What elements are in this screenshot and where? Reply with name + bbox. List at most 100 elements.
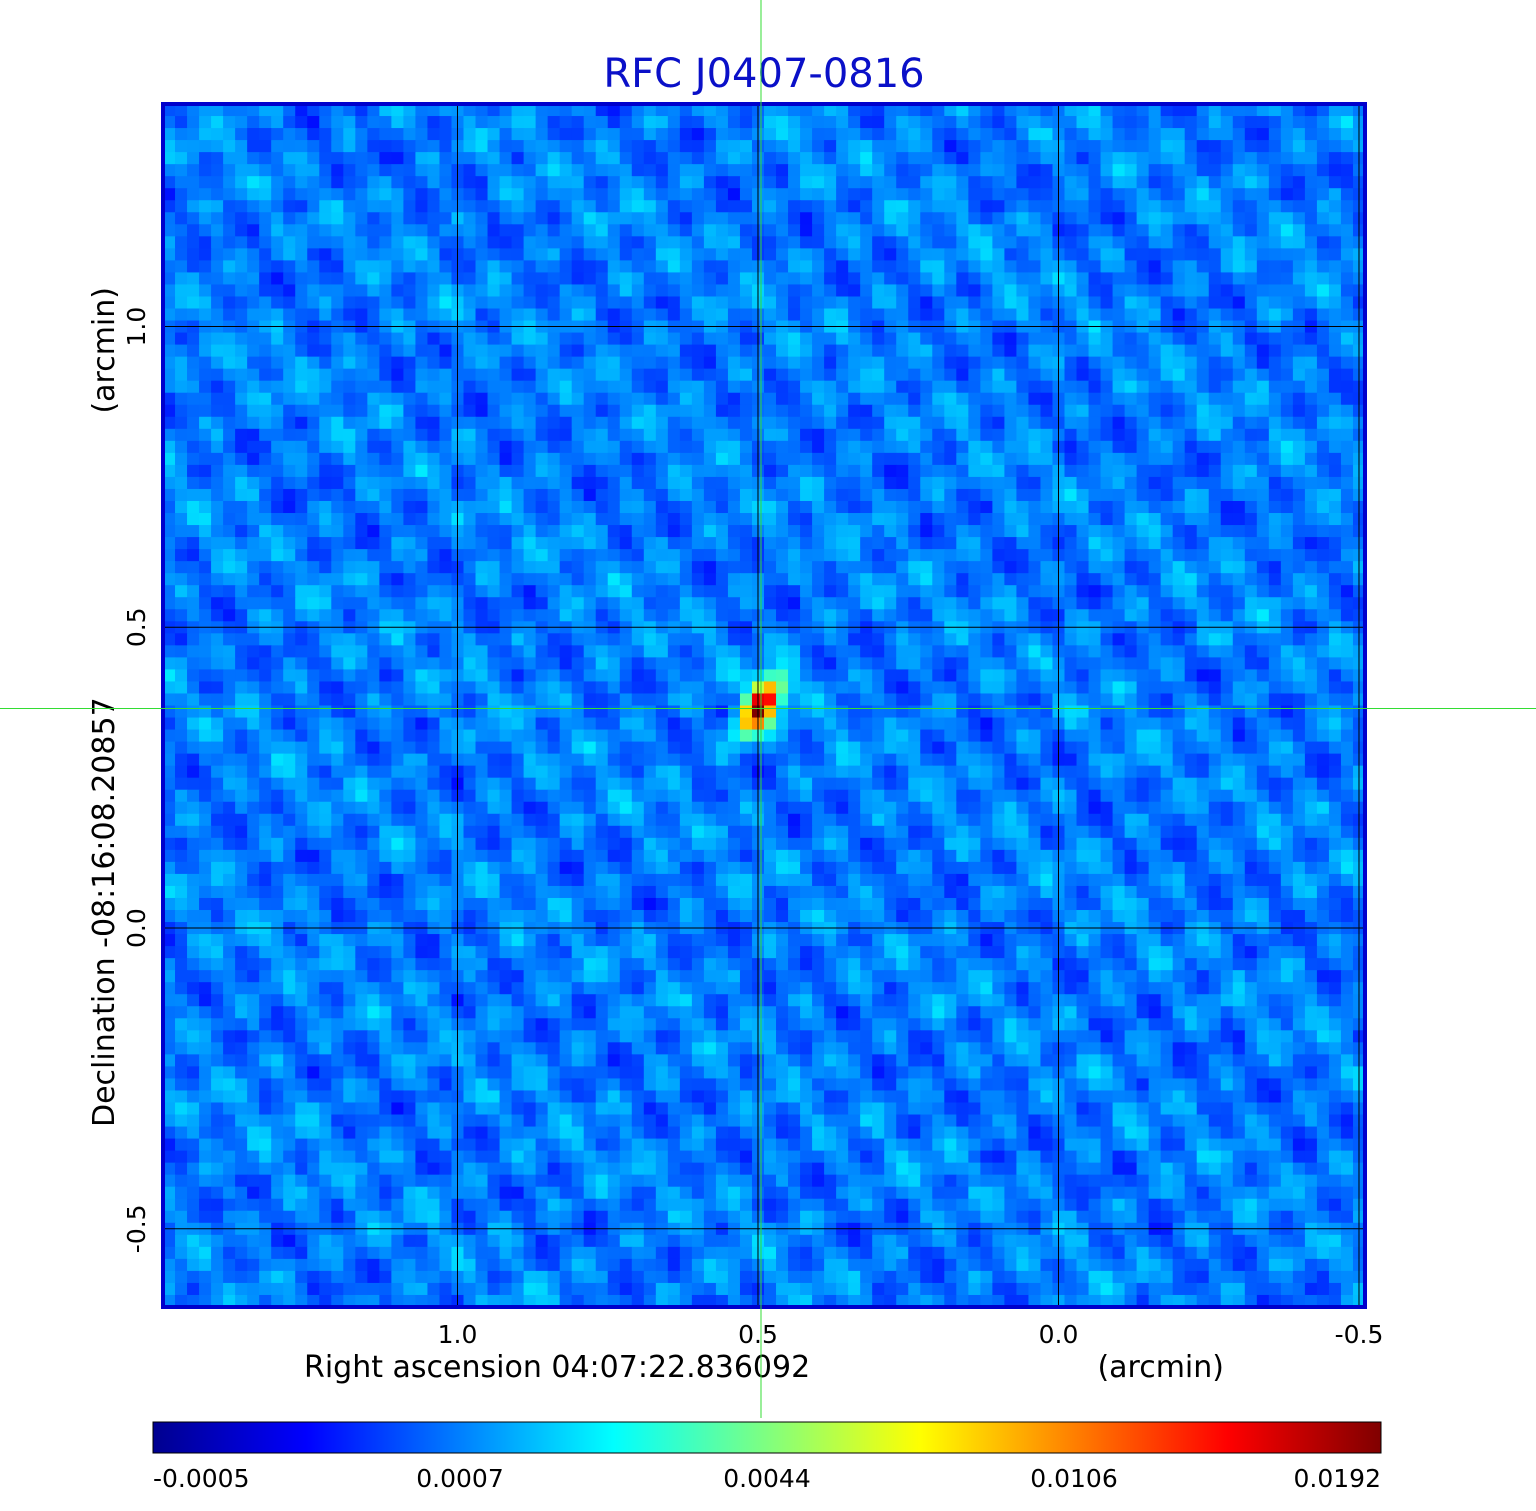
image-pixel xyxy=(223,561,236,574)
image-pixel xyxy=(812,476,825,490)
image-pixel xyxy=(1016,236,1030,249)
image-pixel xyxy=(908,104,921,117)
image-pixel xyxy=(391,693,404,707)
image-pixel xyxy=(1208,284,1222,298)
image-pixel xyxy=(727,609,741,622)
image-pixel xyxy=(163,236,176,249)
image-pixel xyxy=(920,525,933,538)
image-pixel xyxy=(547,669,561,683)
image-pixel xyxy=(667,356,681,370)
image-pixel xyxy=(1208,597,1222,610)
image-pixel xyxy=(283,657,296,671)
image-pixel xyxy=(607,693,621,707)
image-pixel xyxy=(379,260,392,274)
image-pixel xyxy=(1088,224,1102,237)
image-pixel xyxy=(235,573,248,586)
image-pixel xyxy=(896,188,909,201)
image-pixel xyxy=(259,549,272,562)
image-pixel xyxy=(1328,464,1342,478)
image-pixel xyxy=(475,645,489,658)
image-pixel xyxy=(1148,693,1162,707)
image-pixel xyxy=(884,404,897,418)
image-pixel xyxy=(715,537,729,550)
image-pixel xyxy=(1076,513,1090,526)
image-pixel xyxy=(583,573,597,586)
image-pixel xyxy=(992,104,1005,117)
image-pixel xyxy=(1064,669,1078,683)
image-pixel xyxy=(343,573,356,586)
image-pixel xyxy=(1112,224,1126,237)
image-pixel xyxy=(1280,597,1294,610)
image-pixel xyxy=(1268,248,1282,261)
image-pixel xyxy=(1112,609,1126,622)
image-pixel xyxy=(487,188,501,201)
image-pixel xyxy=(920,476,933,490)
image-pixel xyxy=(643,416,657,430)
image-pixel xyxy=(211,549,224,562)
image-pixel xyxy=(475,609,489,622)
image-pixel xyxy=(643,525,657,538)
image-pixel xyxy=(1196,116,1210,129)
image-pixel xyxy=(1064,188,1078,201)
image-pixel xyxy=(547,573,561,586)
image-pixel xyxy=(439,573,453,586)
image-pixel xyxy=(511,296,525,310)
image-pixel xyxy=(559,200,573,213)
image-pixel xyxy=(355,128,368,141)
image-pixel xyxy=(1184,633,1198,646)
image-pixel xyxy=(223,464,236,478)
image-pixel xyxy=(1016,585,1030,598)
image-pixel xyxy=(1088,212,1102,225)
image-pixel xyxy=(1136,537,1150,550)
image-pixel xyxy=(439,356,453,370)
image-pixel xyxy=(547,513,561,526)
image-pixel xyxy=(391,549,404,562)
image-pixel xyxy=(187,236,200,249)
image-pixel xyxy=(235,176,248,189)
image-pixel xyxy=(295,549,308,562)
image-pixel xyxy=(1328,344,1342,358)
image-pixel xyxy=(379,597,392,610)
image-pixel xyxy=(1040,681,1054,695)
image-pixel xyxy=(980,669,993,683)
image-pixel xyxy=(980,561,993,574)
image-pixel xyxy=(1172,308,1186,322)
image-pixel xyxy=(1304,645,1318,658)
image-pixel xyxy=(812,392,825,406)
image-pixel xyxy=(355,368,368,382)
image-pixel xyxy=(271,248,284,261)
image-pixel xyxy=(788,200,801,213)
image-pixel xyxy=(415,428,429,442)
image-pixel xyxy=(739,693,753,707)
image-pixel xyxy=(1064,537,1078,550)
image-pixel xyxy=(944,573,957,586)
image-pixel xyxy=(1244,116,1258,129)
image-pixel xyxy=(487,176,501,189)
image-pixel xyxy=(235,404,248,418)
image-pixel xyxy=(860,573,873,586)
image-pixel xyxy=(968,356,981,370)
image-pixel xyxy=(896,104,909,117)
image-pixel xyxy=(703,537,717,550)
image-pixel xyxy=(932,657,945,671)
image-pixel xyxy=(944,597,957,610)
image-pixel xyxy=(211,332,224,346)
image-pixel xyxy=(439,128,453,141)
image-pixel xyxy=(1340,428,1354,442)
image-pixel xyxy=(956,452,969,466)
image-pixel xyxy=(619,549,633,562)
image-pixel xyxy=(908,428,921,442)
image-pixel xyxy=(1136,525,1150,538)
image-pixel xyxy=(559,609,573,622)
image-pixel xyxy=(1064,212,1078,225)
image-pixel xyxy=(583,645,597,658)
image-pixel xyxy=(1088,428,1102,442)
image-pixel xyxy=(295,500,308,514)
image-pixel xyxy=(163,164,176,177)
image-pixel xyxy=(439,308,453,322)
image-pixel xyxy=(463,693,477,707)
image-pixel xyxy=(1232,296,1246,310)
image-pixel xyxy=(872,272,885,286)
image-pixel xyxy=(1196,645,1210,658)
image-pixel xyxy=(1076,176,1090,189)
